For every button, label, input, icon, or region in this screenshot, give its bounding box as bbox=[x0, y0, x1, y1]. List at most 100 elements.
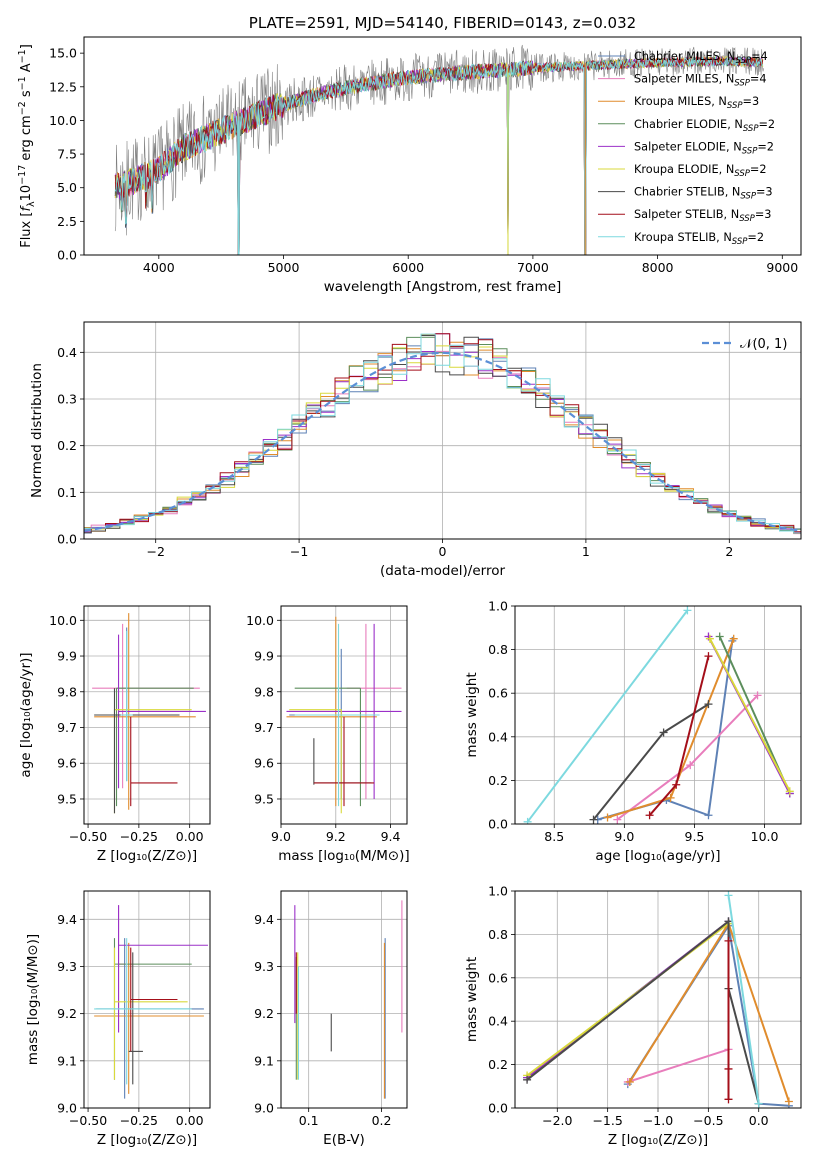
y-tick-label: 0.2 bbox=[57, 438, 77, 453]
age_vs_mass-panel: 9.0 9.2 9.4 9.5 9.6 9.7 9.8 9.9 10.0 mass [log₁₀(… bbox=[246, 605, 410, 864]
y-tick-label: 9.1 bbox=[57, 1053, 77, 1068]
legend-label-suffix: =3 bbox=[755, 208, 772, 221]
series-point bbox=[724, 1064, 733, 1073]
mass_vs_EBV-grid bbox=[281, 891, 407, 1109]
model-spectrum-line bbox=[114, 56, 764, 255]
x-tick-label: 9.5 bbox=[685, 829, 705, 844]
residuals-grid bbox=[84, 322, 801, 540]
x-axis-label: Z [log₁₀(Z/Z⊙)] bbox=[97, 848, 197, 864]
y-axis-label: Flux [fλ10−17 erg cm−2 s−1 A−1] bbox=[17, 44, 37, 248]
series-line bbox=[628, 921, 790, 1102]
y-tick-label: 10.0 bbox=[49, 113, 77, 128]
y-tick-label: 9.2 bbox=[254, 1006, 274, 1021]
y-tick-label: 9.1 bbox=[254, 1053, 274, 1068]
model-spectrum-line bbox=[114, 55, 764, 255]
y-axis-label: age [log₁₀(age/yr)] bbox=[18, 652, 34, 777]
y-tick-label: 15.0 bbox=[49, 46, 77, 61]
y-axis-label-part: 10 bbox=[19, 185, 34, 202]
series-point bbox=[704, 652, 713, 661]
mass_vs_EBV-panel: 0.1 0.2 9.0 9.1 9.2 9.3 9.4 E(B-V) bbox=[254, 890, 408, 1148]
y-axis-label-part: s bbox=[19, 90, 34, 101]
residuals-plot-area bbox=[84, 333, 801, 535]
x-tick-label: −0.50 bbox=[69, 1113, 107, 1128]
age_vs_mass-frame bbox=[280, 605, 408, 825]
legend-label-main: Salpeter MILES, N bbox=[634, 73, 734, 86]
legend-label: Salpeter STELIB, NSSP=3 bbox=[634, 208, 771, 224]
y-tick-label: 0.3 bbox=[57, 392, 77, 407]
series-point bbox=[686, 761, 695, 770]
weight_vs_Z-panel: −2.0 −1.5 −1.0 −0.5 0.0 0.0 0.2 0.4 0.6 0.8 1.0 Z [… bbox=[464, 884, 802, 1148]
x-tick-label: −1.5 bbox=[592, 1113, 622, 1128]
series-point bbox=[523, 1075, 532, 1084]
x-tick-label: 8000 bbox=[642, 260, 674, 275]
y-tick-label: 9.0 bbox=[254, 1101, 274, 1116]
legend-label-suffix: =4 bbox=[750, 73, 767, 86]
normal-curve-line bbox=[84, 351, 801, 532]
series-line bbox=[627, 1048, 729, 1083]
y-axis-label-part: −1 bbox=[17, 49, 28, 63]
y-axis-label: mass weight bbox=[464, 957, 480, 1042]
x-tick-label: −0.25 bbox=[120, 829, 158, 844]
y-tick-label: 9.6 bbox=[254, 756, 274, 771]
x-tick-label: 9.0 bbox=[271, 829, 291, 844]
series-point bbox=[724, 891, 733, 900]
y-axis-label-part: λ bbox=[26, 201, 37, 207]
model-spectrum-line bbox=[114, 55, 764, 255]
legend-label-sub: SSP bbox=[732, 237, 748, 247]
x-tick-label: 4000 bbox=[143, 260, 175, 275]
series-point bbox=[754, 1099, 763, 1108]
y-tick-label: 1.0 bbox=[488, 884, 508, 899]
x-axis-label: (data-model)/error bbox=[380, 563, 506, 579]
y-tick-label: 9.7 bbox=[57, 720, 77, 735]
series-point bbox=[704, 811, 713, 820]
weight_vs_age-panel: 8.5 9.0 9.5 10.0 0.0 0.2 0.4 0.6 0.8 1.0 age [log₁… bbox=[464, 599, 802, 864]
y-tick-label: 9.5 bbox=[254, 791, 274, 806]
y-axis-label-part: Flux [ bbox=[19, 212, 34, 248]
x-tick-label: 6000 bbox=[392, 260, 424, 275]
legend-label-suffix: =3 bbox=[743, 95, 760, 108]
y-axis-label-part: −1 bbox=[17, 76, 28, 90]
legend-label: Chabrier STELIB, NSSP=3 bbox=[634, 186, 773, 202]
legend-label-sub: SSP bbox=[743, 124, 759, 134]
spectrum-frame bbox=[83, 36, 802, 256]
x-axis-label: mass [log₁₀(M/M⊙)] bbox=[278, 848, 409, 864]
model-spectrum-line bbox=[114, 55, 764, 255]
series-point bbox=[704, 700, 713, 709]
series-point bbox=[672, 780, 681, 789]
y-tick-label: 0.6 bbox=[488, 970, 508, 985]
y-tick-label: 10.0 bbox=[49, 613, 77, 628]
x-tick-label: −2.0 bbox=[542, 1113, 572, 1128]
weight_vs_Z-plot-area bbox=[523, 891, 793, 1108]
y-axis-label-part: A bbox=[19, 63, 34, 76]
y-tick-label: 0.4 bbox=[57, 345, 77, 360]
series-point bbox=[724, 917, 733, 926]
x-tick-label: 0 bbox=[439, 544, 447, 559]
x-tick-label: −0.50 bbox=[69, 829, 107, 844]
model-spectrum-line bbox=[114, 55, 764, 255]
legend-label-sub: SSP bbox=[739, 214, 755, 224]
legend-label: Salpeter ELODIE, NSSP=2 bbox=[634, 140, 774, 156]
y-tick-label: 1.0 bbox=[488, 599, 508, 614]
y-tick-label: 5.0 bbox=[57, 180, 77, 195]
y-tick-label: 0.8 bbox=[488, 927, 508, 942]
legend-label-sub: SSP bbox=[727, 101, 743, 111]
series-point bbox=[784, 1097, 793, 1106]
legend-label-suffix: =2 bbox=[757, 140, 774, 153]
mass_vs_Z-panel: −0.50 −0.25 0.00 9.0 9.1 9.2 9.3 9.4 Z [log₁₀(Z/… bbox=[25, 890, 211, 1148]
y-tick-label: 0.0 bbox=[57, 532, 77, 547]
legend-label-main: Chabrier MILES, N bbox=[634, 50, 735, 63]
x-tick-label: 0.00 bbox=[176, 829, 204, 844]
x-axis-label: Z [log₁₀(Z/Z⊙)] bbox=[608, 1132, 708, 1148]
legend-label-suffix: =3 bbox=[756, 186, 773, 199]
y-tick-label: 0.2 bbox=[488, 1057, 508, 1072]
y-axis-label-part: ] bbox=[19, 44, 34, 49]
y-tick-label: 0.8 bbox=[488, 642, 508, 657]
age_vs_Z-frame bbox=[83, 605, 211, 825]
x-tick-label: 1 bbox=[582, 544, 590, 559]
y-tick-label: 9.4 bbox=[57, 912, 77, 927]
series-point bbox=[705, 634, 714, 643]
mass_vs_EBV-plot-area bbox=[294, 900, 403, 1099]
y-tick-label: 0.1 bbox=[57, 485, 77, 500]
legend-label-suffix: =2 bbox=[750, 163, 767, 176]
